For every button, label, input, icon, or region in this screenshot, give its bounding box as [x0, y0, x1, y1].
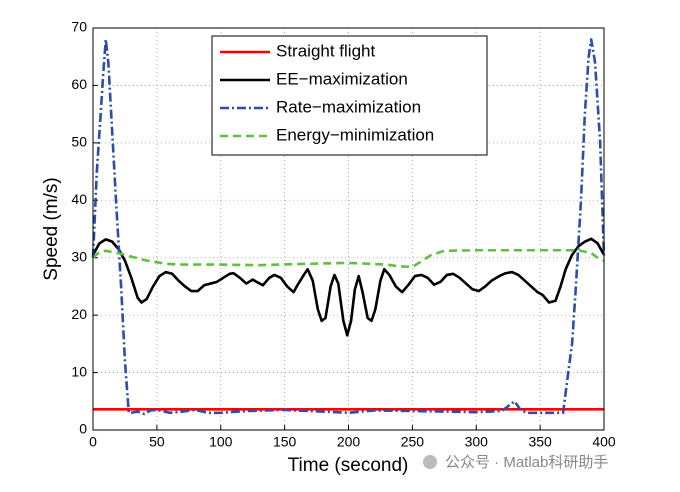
legend-label: EE−maximization	[276, 69, 408, 88]
x-tick-label: 50	[149, 434, 165, 450]
x-tick-label: 350	[528, 434, 552, 450]
y-tick-label: 40	[71, 191, 87, 207]
series-line	[92, 248, 605, 269]
x-tick-label: 100	[209, 434, 233, 450]
x-tick-label: 200	[337, 434, 361, 450]
y-tick-label: 30	[71, 248, 87, 264]
x-tick-label: 300	[465, 434, 489, 450]
y-tick-label: 70	[71, 19, 87, 35]
y-tick-label: 20	[71, 306, 87, 322]
y-tick-label: 50	[71, 134, 87, 150]
legend-label: Straight flight	[276, 41, 375, 60]
plot-frame	[92, 27, 605, 431]
series-line	[91, 237, 606, 337]
x-tick-label: 150	[273, 434, 297, 450]
legend-label: Energy−minimization	[276, 125, 434, 144]
watermark: 公众号 · Matlab科研助手	[445, 454, 608, 471]
x-tick-label: 0	[89, 434, 97, 450]
y-axis-title: Speed (m/s)	[41, 177, 62, 280]
x-axis-title: Time (second)	[288, 455, 409, 476]
x-tick-label: 400	[592, 434, 616, 450]
y-tick-label: 10	[71, 363, 87, 379]
x-tick-label: 250	[401, 434, 425, 450]
watermark-icon	[423, 455, 437, 469]
series-line	[91, 38, 606, 416]
legend-label: Rate−maximization	[276, 97, 421, 116]
y-tick-label: 0	[79, 421, 87, 437]
y-tick-label: 60	[71, 76, 87, 92]
legend-box	[211, 35, 488, 156]
